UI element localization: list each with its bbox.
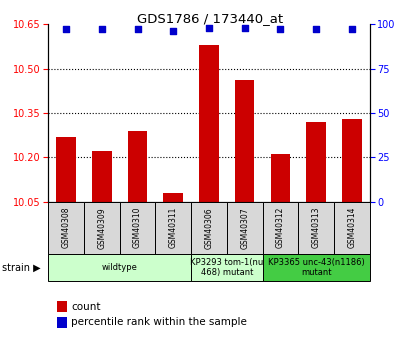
Point (206, 25, 212, 30)
Bar (262, 202, 298, 254)
Bar (92, 151, 112, 202)
Text: strain ▶: strain ▶ (2, 263, 41, 272)
Text: GSM40309: GSM40309 (97, 207, 106, 248)
Bar (199, 45, 219, 202)
Bar (56, 137, 76, 202)
Text: GSM40312: GSM40312 (276, 207, 285, 248)
Text: GDS1786 / 173440_at: GDS1786 / 173440_at (137, 12, 283, 25)
Point (98, 27, 105, 32)
Point (277, 27, 284, 32)
Text: GSM40314: GSM40314 (347, 207, 356, 248)
Bar (298, 202, 334, 254)
Bar (191, 254, 262, 281)
Bar (155, 202, 191, 254)
Text: count: count (71, 302, 101, 312)
Point (63, 27, 70, 32)
Bar (48, 254, 191, 281)
Point (241, 25, 248, 30)
Text: GSM40310: GSM40310 (133, 207, 142, 248)
Point (134, 27, 141, 32)
Text: GSM40308: GSM40308 (62, 207, 71, 248)
Text: GSM40306: GSM40306 (205, 207, 213, 248)
Text: GSM40307: GSM40307 (240, 207, 249, 248)
Text: wildtype: wildtype (102, 263, 138, 272)
Point (349, 27, 355, 32)
Point (170, 29, 177, 34)
Bar (334, 202, 370, 254)
Text: percentile rank within the sample: percentile rank within the sample (71, 317, 247, 327)
Text: GSM40311: GSM40311 (169, 207, 178, 248)
Bar (48, 202, 84, 254)
Bar (84, 202, 120, 254)
Bar (227, 202, 262, 254)
Point (312, 27, 319, 32)
Bar (120, 202, 155, 254)
Bar (306, 122, 326, 202)
Text: GSM40313: GSM40313 (312, 207, 320, 248)
Text: KP3293 tom-1(nu
468) mutant: KP3293 tom-1(nu 468) mutant (190, 258, 263, 277)
Bar (262, 254, 370, 281)
Text: KP3365 unc-43(n1186)
mutant: KP3365 unc-43(n1186) mutant (268, 258, 365, 277)
Bar (191, 202, 227, 254)
Bar (270, 155, 290, 202)
Bar (342, 119, 362, 202)
Bar (128, 131, 147, 202)
Bar (235, 80, 255, 202)
Bar (163, 193, 183, 202)
